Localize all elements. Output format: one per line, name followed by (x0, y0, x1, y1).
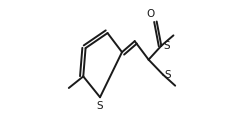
Text: O: O (147, 9, 155, 19)
Text: S: S (97, 101, 103, 111)
Text: S: S (163, 41, 170, 51)
Text: S: S (165, 70, 171, 80)
